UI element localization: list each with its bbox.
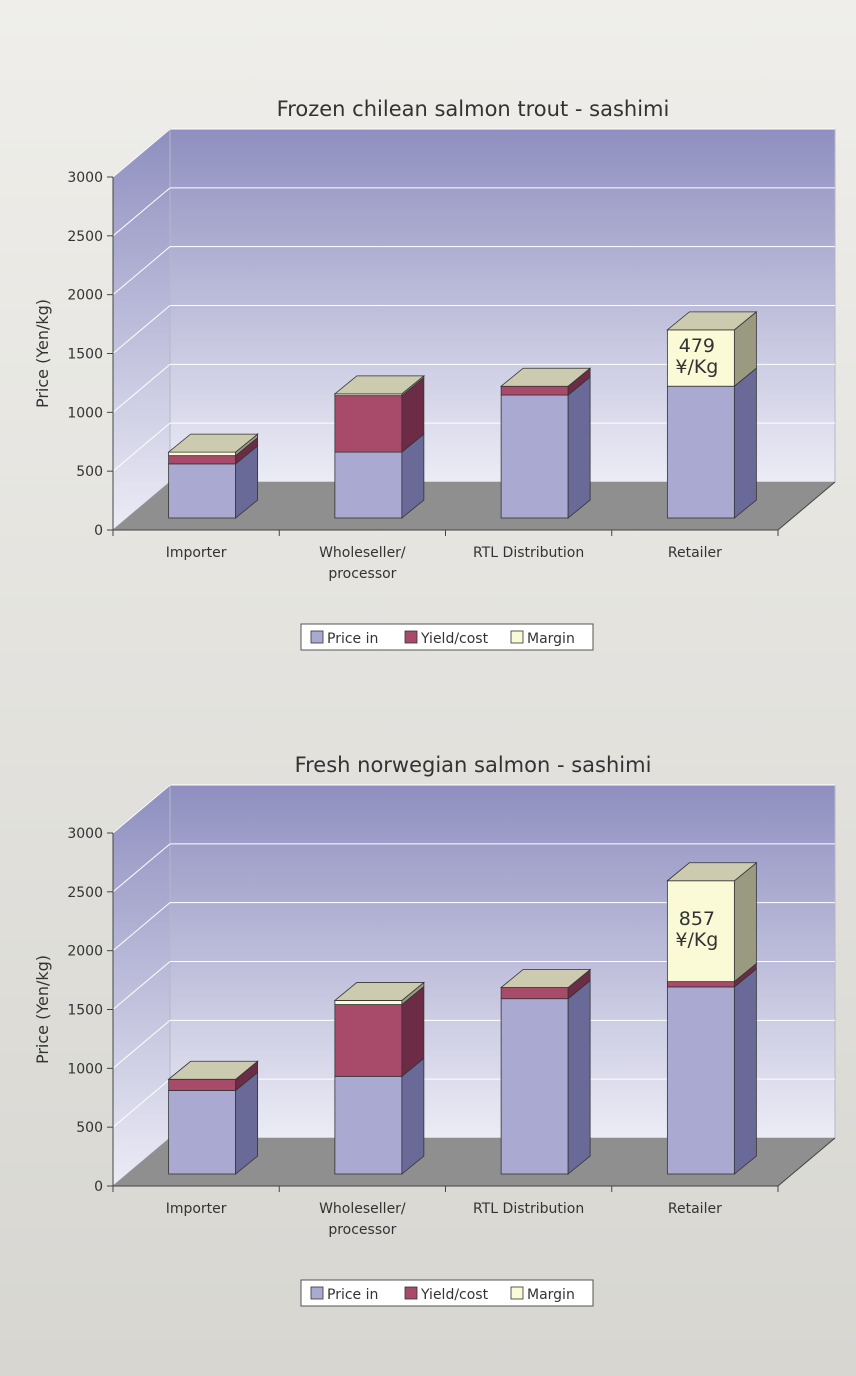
x-tick-label: Wholeseller/processor [319,545,406,582]
bar-top [333,375,425,395]
bar-price-in [500,394,569,519]
bar-yield-cost [168,455,237,465]
legend-swatch-price-in [310,1286,324,1300]
y-tick-label: 3000 [67,826,103,842]
bar-price-in [666,385,735,519]
y-tick-label: 0 [94,1179,103,1195]
bar-side-price-in [733,968,757,1175]
floor-edge [777,1137,836,1187]
bar-margin [168,451,237,457]
legend-swatch-yield-cost [404,630,418,644]
bar-yield-cost [334,1004,403,1077]
bar-price-in [666,986,735,1175]
bar-margin [334,1000,403,1005]
side-gridline [112,784,171,834]
bar-side-price-in [401,1057,425,1175]
legend-label-yield-cost: Yield/cost [420,631,489,647]
floor-edge [777,481,836,531]
y-tick-label: 2500 [67,229,103,245]
legend-label-margin: Margin [527,631,575,647]
legend: Price in Yield/cost Margin [300,1279,594,1307]
legend-swatch-margin [510,630,524,644]
y-tick-label: 3000 [67,170,103,186]
bar-yield-cost [500,385,569,396]
bar-yield-cost [500,987,569,1000]
side-gridline [112,1019,171,1069]
x-tick-label: Wholeseller/processor [319,1201,406,1238]
side-gridline [112,128,171,178]
side-gridline [112,422,171,472]
y-axis-label: Price (Yen/kg) [33,299,52,408]
y-tick-label: 2000 [67,288,103,304]
bar-side-price-in [567,979,591,1175]
side-gridline [112,961,171,1010]
y-tick-label: 500 [76,1120,103,1136]
y-tick-label: 1500 [67,1003,103,1019]
bar-price-in [168,463,237,519]
side-gridline [112,843,171,893]
bar-side-margin [733,861,757,983]
side-gridline [112,187,171,237]
legend-swatch-price-in [310,630,324,644]
chart-frozen-chilean-salmon-trout: Frozen chilean salmon trout - sashimi 0 50… [33,97,836,651]
x-tick-label: Importer [166,1201,227,1217]
legend-swatch-yield-cost [404,1286,418,1300]
bar-yield-cost [666,981,735,988]
bar-price-in [500,998,569,1175]
legend-label-price-in: Price in [327,631,378,647]
legend-swatch-margin [510,1286,524,1300]
bar-top [500,969,592,988]
y-tick-label: 1000 [67,1061,103,1077]
bar-top [333,982,425,1001]
side-gridline [112,305,171,354]
bar-top [167,433,259,453]
bar-top [500,367,592,387]
bar-yield-cost [168,1078,237,1091]
bar-price-in [334,451,403,519]
floor [113,482,835,530]
legend-label-margin: Margin [527,1287,575,1303]
margin-annotation: 857 ¥/Kg [675,908,718,951]
bar-margin [666,880,735,983]
side-gridline [112,902,171,952]
side-gridline [112,246,171,296]
y-tick-label: 0 [94,523,103,539]
x-tick-label: Retailer [668,1201,722,1217]
legend-box [300,623,594,651]
x-tick-label: RTL Distribution [473,545,584,561]
y-tick-label: 1000 [67,405,103,421]
legend-label-price-in: Price in [327,1287,378,1303]
y-tick-label: 2500 [67,885,103,901]
chart-title: Fresh norwegian salmon - sashimi [295,753,652,777]
bar-top [666,311,758,331]
legend: Price in Yield/cost Margin [300,623,594,651]
x-tick-label: RTL Distribution [473,1201,584,1217]
floor [113,1138,835,1186]
bar-yield-cost [334,395,403,453]
y-tick-label: 500 [76,464,103,480]
bar-side-price-in [733,367,757,519]
bar-top [167,1060,259,1080]
bar-price-in [334,1075,403,1175]
legend-label-yield-cost: Yield/cost [420,1287,489,1303]
y-tick-label: 1500 [67,347,103,363]
bar-side-price-in [567,376,591,519]
side-gridline [112,363,171,413]
legend-box [300,1279,594,1307]
bar-top [666,862,758,882]
side-gridline [112,1078,171,1128]
chart-title: Frozen chilean salmon trout - sashimi [277,97,670,121]
x-tick-label: Importer [166,545,227,561]
x-tick-label: Retailer [668,545,722,561]
margin-annotation: 479 ¥/Kg [675,335,718,378]
y-tick-label: 2000 [67,944,103,960]
y-axis-label: Price (Yen/kg) [33,955,52,1064]
chart-fresh-norwegian-salmon: Fresh norwegian salmon - sashimi 0 500 1000… [33,753,836,1307]
bar-price-in [168,1090,237,1175]
